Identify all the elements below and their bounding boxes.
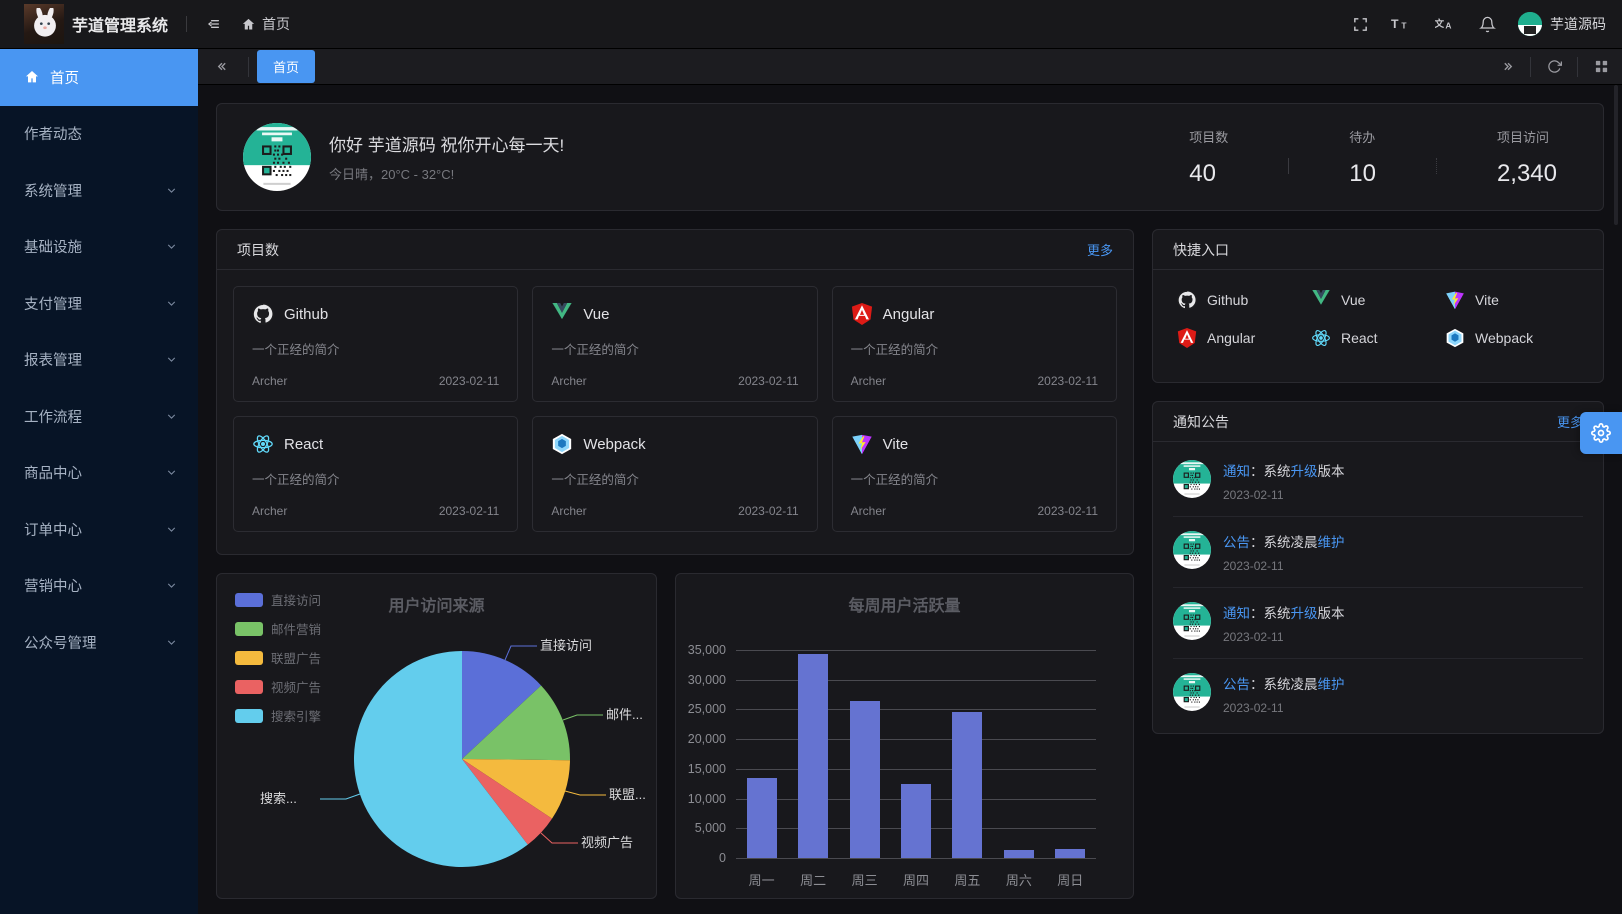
svg-text:A: A [1445,21,1451,31]
svg-text:文: 文 [1435,17,1444,30]
svg-text:视频广告: 视频广告 [581,835,633,850]
svg-text:直接访问: 直接访问 [540,638,592,653]
svg-text:搜索...: 搜索... [260,791,297,806]
svg-text:联盟...: 联盟... [609,787,646,802]
svg-text:T: T [1391,17,1399,31]
svg-text:T: T [1401,21,1407,31]
svg-text:邮件...: 邮件... [606,707,643,722]
